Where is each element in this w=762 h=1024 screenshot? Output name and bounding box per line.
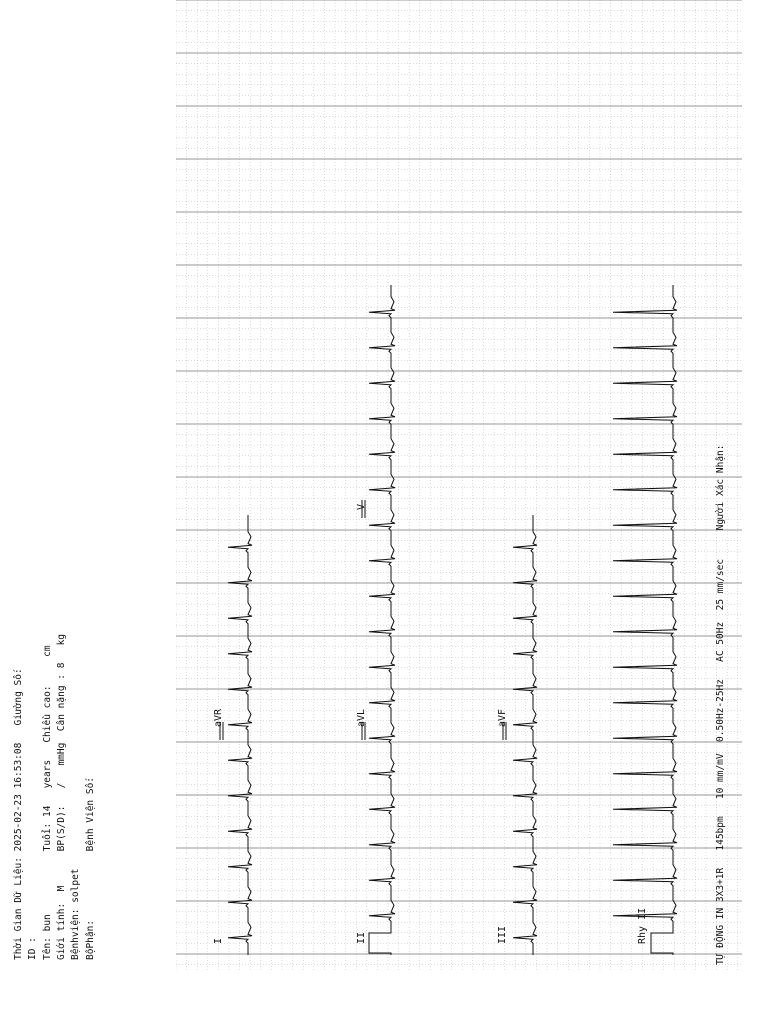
lead-label-V: V: [356, 503, 367, 510]
grid-minor-lines: [176, 0, 742, 970]
ecg-traces: [219, 285, 678, 955]
trace-row-3: [512, 515, 538, 955]
header-line-5: Bệnhviện: solpet: [70, 868, 81, 960]
lead-label-II: II: [356, 931, 367, 944]
lead-label-aVF: aVF: [497, 708, 508, 727]
header-line-2: ID :: [27, 937, 38, 960]
lead-label-I: I: [213, 937, 224, 944]
trace-row-2: [368, 285, 396, 955]
lead-separator: [361, 500, 366, 518]
lead-separator: [502, 722, 507, 740]
lead-separator: [219, 722, 224, 740]
header-line-4: Giới tính: M BP(S/D): / mmHg Cân nặng : …: [56, 633, 67, 960]
trace-rhythm: [612, 285, 678, 955]
ecg-paper: [176, 0, 742, 970]
trace-row-1: [227, 515, 253, 955]
lead-separator: [361, 722, 366, 740]
lead-label-III: III: [497, 925, 508, 944]
lead-label-aVR: aVR: [213, 708, 224, 727]
header-line-3: Tên: bun Tuổi: 14 years Chiều cao: cm: [42, 645, 53, 960]
recording-settings: TỰ ĐỘNG IN 3X3+1R 145bpm 10 mm/mV 0.50Hz…: [715, 444, 726, 965]
lead-label-rhythm: Rhy II: [637, 907, 648, 944]
grid-major-lines: [176, 0, 742, 955]
header-line-6: BộPhận: Bệnh Viện Số:: [85, 776, 96, 960]
lead-label-aVL: aVL: [356, 708, 367, 727]
header-line-1: Thời Gian Dữ Liệu: 2025-02-23 16:53:08 G…: [13, 668, 24, 960]
